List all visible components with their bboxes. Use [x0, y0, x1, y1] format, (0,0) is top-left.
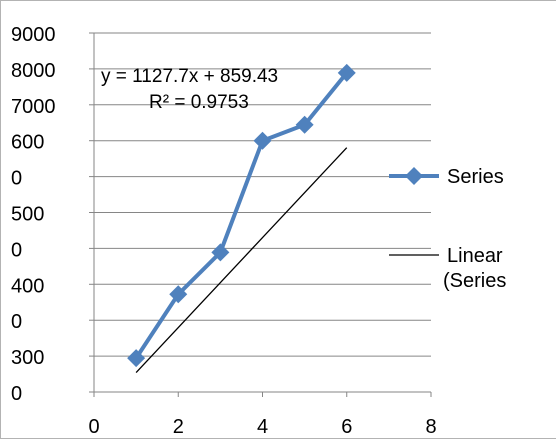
y-tick-label: 0: [11, 168, 22, 190]
data-point-marker: [211, 243, 230, 262]
x-tick-label: 6: [341, 416, 352, 438]
y-tick-label: 0: [11, 383, 22, 405]
x-tick-label: 8: [425, 416, 436, 438]
y-tick-label: 400: [11, 275, 44, 297]
y-tick-label: 9000: [11, 24, 56, 46]
y-tick-label: 0: [11, 311, 22, 333]
trendline: [135, 147, 348, 374]
legend-trendline-label: Linear (Series: [443, 245, 506, 292]
y-tick-label: 0: [11, 239, 22, 261]
data-point-marker: [169, 285, 188, 304]
x-tick-label: 2: [173, 416, 184, 438]
legend: Series Linear (Series: [389, 166, 506, 292]
y-tick-label: 600: [11, 132, 44, 154]
data-point-marker: [295, 115, 314, 134]
trendline-r-squared: R² = 0.9753: [149, 92, 249, 113]
data-series: [127, 63, 356, 368]
x-tick-label: 4: [257, 416, 268, 438]
legend-series-marker: [405, 167, 423, 185]
x-axis-ticks: 0 2 4 6 8: [88, 392, 437, 438]
y-tick-label: 8000: [11, 60, 56, 82]
y-tick-label: 7000: [11, 96, 56, 118]
data-point-marker: [337, 63, 356, 82]
y-tick-label: 300: [11, 347, 44, 369]
legend-series-label: Series: [447, 166, 504, 188]
series-line: [134, 71, 349, 360]
trendline-line: [135, 147, 348, 374]
y-tick-label: 500: [11, 204, 44, 226]
data-point-marker: [253, 131, 272, 150]
x-tick-label: 0: [88, 416, 99, 438]
data-point-marker: [127, 349, 146, 368]
trendline-equation: y = 1127.7x + 859.43: [101, 66, 278, 87]
